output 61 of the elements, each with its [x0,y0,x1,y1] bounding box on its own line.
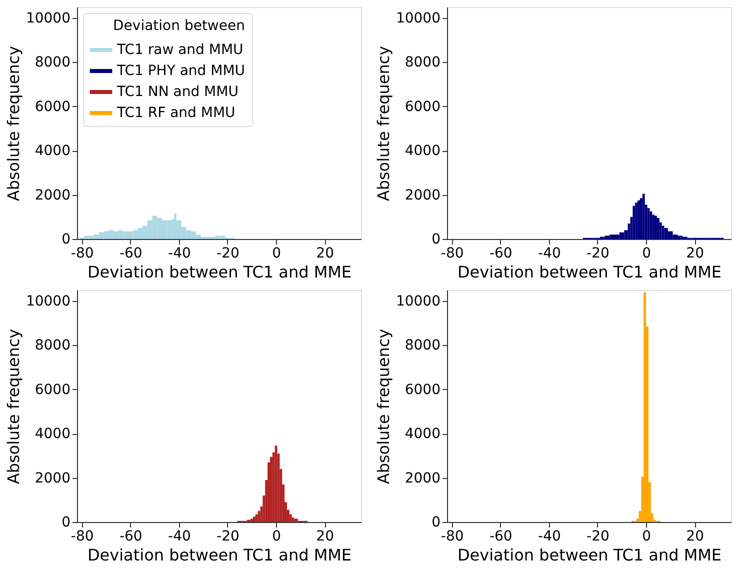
x-tick-label: -60 [119,528,142,544]
legend-label: TC1 raw and MMU [116,42,244,58]
y-tick-label: 10000 [396,10,440,27]
legend-label: TC1 PHY and MMU [116,63,246,79]
x-tick-label: -20 [586,246,610,262]
x-tick-label: -20 [586,528,610,544]
y-tick-label: 2000 [34,470,70,486]
x-axis-title: Deviation between TC1 and MME [457,546,722,564]
y-tick-label: 8000 [34,338,70,354]
y-tick-label: 0 [62,232,70,248]
x-tick-label: -40 [168,528,191,544]
x-tick-label: -60 [489,246,512,262]
y-axis-title: Absolute frequency [4,328,23,484]
x-tick-label: 20 [686,246,704,262]
x-tick-label: -60 [119,246,142,262]
y-tick-label: 8000 [34,54,70,71]
y-axis-title: Absolute frequency [374,328,393,484]
x-axis-title: Deviation between TC1 and MME [87,262,352,282]
y-tick-label: 0 [432,514,440,530]
x-tick-label: -80 [70,246,94,262]
legend-label: TC1 RF and MMU [116,105,236,121]
y-tick-label: 10000 [26,10,70,27]
y-tick-label: 4000 [34,143,70,160]
y-tick-label: 10000 [396,294,440,310]
y-axis-title: Absolute frequency [4,46,23,202]
y-tick-label: 0 [62,514,70,530]
x-axis-title: Deviation between TC1 and MME [87,546,352,564]
y-tick-label: 6000 [34,382,70,398]
x-axis-title: Deviation between TC1 and MME [457,262,722,282]
y-tick-label: 8000 [404,54,440,71]
y-tick-label: 0 [432,232,440,248]
x-tick-label: -80 [70,528,94,544]
y-tick-label: 4000 [404,143,440,160]
x-tick-label: 0 [272,246,282,262]
y-tick-label: 2000 [404,470,440,486]
x-tick-label: 20 [686,528,704,544]
y-tick-label: 8000 [404,338,440,354]
x-tick-label: -20 [216,246,240,262]
x-tick-label: -40 [538,246,561,262]
x-tick-label: -80 [440,246,464,262]
legend-title: Deviation between [113,18,245,34]
legend-label: TC1 NN and MMU [116,84,238,100]
y-tick-label: 2000 [34,187,70,204]
x-tick-label: -60 [489,528,512,544]
x-tick-label: 20 [316,528,334,544]
y-axis-title: Absolute frequency [374,46,393,202]
x-tick-label: -40 [538,528,561,544]
y-tick-label: 10000 [26,294,70,310]
y-tick-label: 4000 [34,426,70,442]
x-tick-label: -80 [440,528,464,544]
x-tick-label: -40 [168,246,191,262]
y-tick-label: 2000 [404,187,440,204]
x-tick-label: 0 [642,246,652,262]
y-tick-label: 6000 [404,382,440,398]
x-tick-label: 0 [642,528,652,544]
x-tick-label: -20 [216,528,240,544]
y-tick-label: 6000 [404,98,440,115]
y-tick-label: 4000 [404,426,440,442]
x-tick-label: 20 [316,246,334,262]
y-tick-label: 6000 [34,98,70,115]
x-tick-label: 0 [272,528,282,544]
